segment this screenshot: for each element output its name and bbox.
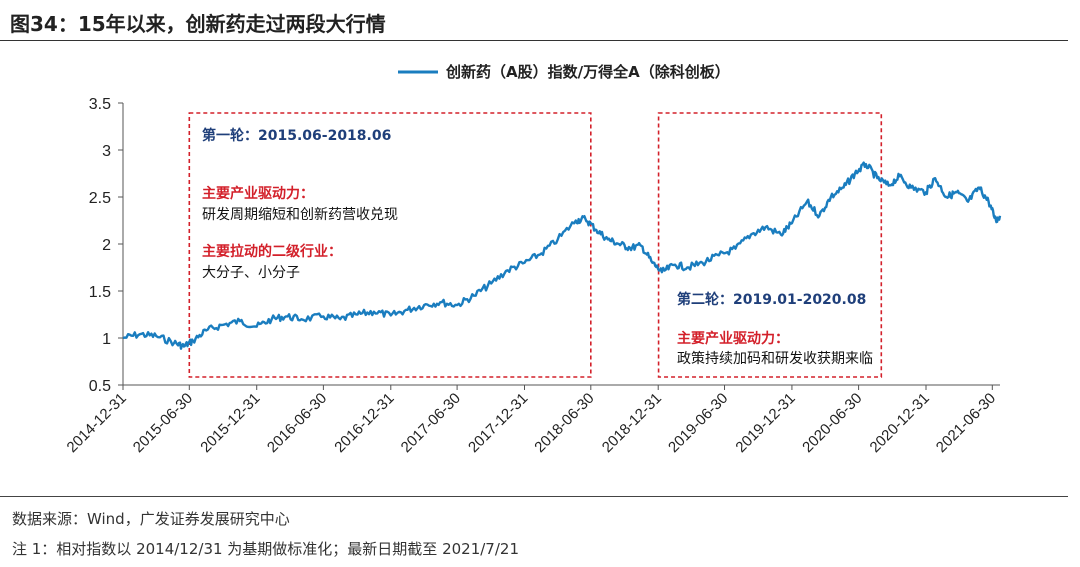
y-tick-label: 1.5 [89, 284, 111, 301]
x-tick-label: 2016-06-30 [264, 390, 330, 456]
x-tick-label: 2020-12-31 [867, 390, 933, 456]
x-tick-label: 2018-12-31 [599, 390, 665, 456]
source-note: 数据来源：Wind，广发证券发展研究中心 [12, 510, 290, 528]
y-tick-label: 2.5 [89, 190, 111, 207]
y-tick-label: 3 [102, 143, 111, 160]
x-tick-label: 2014-12-31 [64, 390, 130, 456]
round1-driver-label: 主要产业驱动力： [202, 185, 314, 202]
line-chart: 创新药（A股）指数/万得全A（除科创板） 0.5 1 1.5 2 2.5 3 3.5 201… [64, 63, 1002, 456]
annotation-round1: 第一轮：2015.06-2018.06 主要产业驱动力： 研发周期缩短和创新药营… [202, 127, 398, 281]
x-tick-label: 2016-12-31 [331, 390, 397, 456]
y-axis-ticks: 0.5 1 1.5 2 2.5 3 3.5 [89, 96, 123, 395]
title-bar: 图34：15年以来，创新药走过两段大行情 [0, 0, 1068, 41]
annotation-boxes [188, 112, 883, 378]
x-tick-label: 2019-06-30 [665, 390, 731, 456]
x-tick-label: 2018-06-30 [531, 390, 597, 456]
y-tick-label: 2 [102, 237, 111, 254]
x-tick-label: 2021-06-30 [933, 390, 999, 456]
round1-industry-text: 大分子、小分子 [202, 265, 300, 281]
x-axis-ticks: 2014-12-31 2015-06-30 2015-12-31 2016-06-30… [64, 385, 999, 456]
round1-industry-label: 主要拉动的二级行业： [202, 243, 342, 260]
footer-rule [0, 496, 1068, 497]
annotation-round2: 第二轮：2019.01-2020.08 主要产业驱动力： 政策持续加码和研发收获… [677, 291, 873, 367]
y-tick-label: 3.5 [89, 96, 111, 113]
round1-title: 第一轮：2015.06-2018.06 [202, 127, 391, 144]
legend-label: 创新药（A股）指数/万得全A（除科创板） [445, 63, 730, 81]
series-line [122, 161, 1002, 350]
round1-driver-text: 研发周期缩短和创新药营收兑现 [202, 207, 398, 223]
x-tick-label: 2017-12-31 [465, 390, 531, 456]
round2-driver-label: 主要产业驱动力： [677, 330, 789, 347]
y-tick-label: 1 [102, 331, 111, 348]
round2-title: 第二轮：2019.01-2020.08 [677, 291, 866, 308]
x-tick-label: 2015-12-31 [197, 390, 263, 456]
round2-driver-text: 政策持续加码和研发收获期来临 [677, 350, 873, 367]
x-tick-label: 2017-06-30 [398, 390, 464, 456]
annotation-box-round1 [188, 112, 592, 378]
annotation-box-round2 [657, 112, 883, 378]
x-tick-label: 2019-12-31 [732, 390, 798, 456]
x-tick-label: 2020-06-30 [799, 390, 865, 456]
footnote: 注 1：相对指数以 2014/12/31 为基期做标准化；最新日期截至 2021… [12, 540, 519, 558]
x-tick-label: 2015-06-30 [130, 390, 196, 456]
chart-legend: 创新药（A股）指数/万得全A（除科创板） [398, 63, 730, 81]
figure-title: 图34：15年以来，创新药走过两段大行情 [10, 12, 386, 36]
y-tick-label: 0.5 [89, 378, 111, 395]
